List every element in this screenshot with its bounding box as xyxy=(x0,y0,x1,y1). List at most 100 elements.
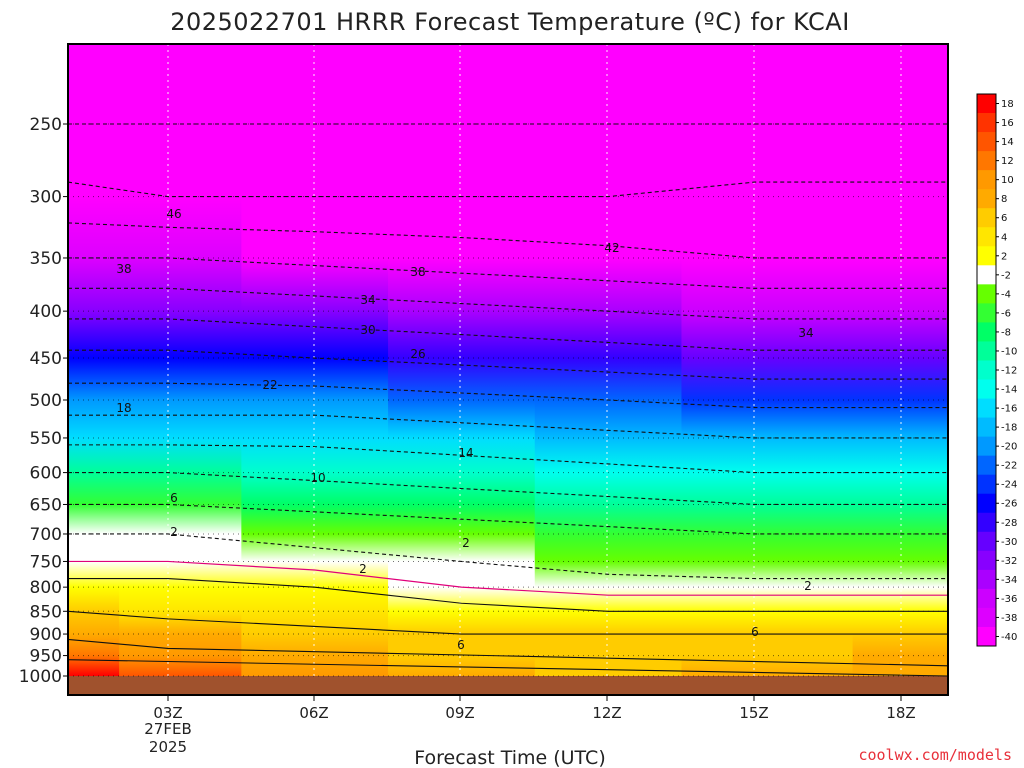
isotherm-contour xyxy=(68,533,948,580)
colorbar-swatch xyxy=(977,493,996,514)
colorbar-label: -2 xyxy=(1001,270,1011,281)
colorbar-label: 4 xyxy=(1001,232,1007,243)
colorbar-label: 10 xyxy=(1001,175,1014,186)
colorbar-label: 8 xyxy=(1001,194,1007,205)
isotherm-contour xyxy=(67,638,949,667)
y-tick-label: 500 xyxy=(30,391,62,411)
contour-lines xyxy=(67,123,949,677)
contour-label: 2 xyxy=(462,536,470,550)
colorbar-swatch xyxy=(977,379,996,399)
colorbar-label: -12 xyxy=(1001,366,1017,377)
isotherm-contour xyxy=(68,287,948,320)
isotherm-contour xyxy=(68,318,948,351)
x-date-line-2: 2025 xyxy=(149,738,187,756)
colorbar-label: 2 xyxy=(1001,251,1007,262)
colorbar-label: 14 xyxy=(1001,137,1014,148)
y-tick-label: 1000 xyxy=(19,667,62,687)
contour-label: 2 xyxy=(359,562,367,576)
y-tick-label: 900 xyxy=(30,625,62,645)
contour-label: 14 xyxy=(458,446,473,460)
y-tick-label: 450 xyxy=(30,349,62,369)
colorbar-swatch xyxy=(977,398,996,418)
y-tick-label: 550 xyxy=(30,429,62,449)
colorbar-swatch xyxy=(977,94,996,114)
plot-frame xyxy=(67,43,949,696)
colorbar-swatch xyxy=(977,436,996,457)
colorbar-label: -24 xyxy=(1001,480,1017,491)
colorbar-swatch xyxy=(977,341,996,361)
x-axis: 03Z 06Z 09Z 12Z 15Z 18Z xyxy=(153,695,916,722)
colorbar-label: -10 xyxy=(1001,346,1017,357)
colorbar-swatch xyxy=(977,569,996,590)
colorbar-label: 18 xyxy=(1001,99,1014,110)
contour-label: 46 xyxy=(166,207,181,221)
y-axis: 250 300 350 400 450 500 550 600 650 700 750 800 850 9… xyxy=(19,115,68,687)
contour-label: 22 xyxy=(262,378,277,392)
isotherm-contour xyxy=(68,349,948,380)
temperature-column xyxy=(852,44,949,676)
y-tick-label: 950 xyxy=(30,647,62,667)
colorbar-swatch xyxy=(977,626,996,647)
colorbar-label: -6 xyxy=(1001,308,1011,319)
colorbar-label: -26 xyxy=(1001,499,1017,510)
y-tick-label: 700 xyxy=(30,525,62,545)
contour-label: 42 xyxy=(604,241,619,255)
freezing-contour xyxy=(68,560,948,596)
temperature-column xyxy=(534,44,683,676)
colorbar-label: -38 xyxy=(1001,613,1017,624)
y-tick-label: 750 xyxy=(30,552,62,572)
temperature-column xyxy=(241,44,389,676)
colorbar-swatch xyxy=(977,208,996,228)
isotherm-contour xyxy=(68,257,948,289)
contour-label: 6 xyxy=(751,625,759,639)
isotherm-contour xyxy=(68,444,948,474)
y-tick-label: 350 xyxy=(30,249,62,269)
colorbar-label: -28 xyxy=(1001,518,1017,529)
contour-label: 6 xyxy=(457,638,465,652)
colorbar-label: -8 xyxy=(1001,327,1011,338)
colorbar-swatch xyxy=(977,151,996,171)
isotherm-contour xyxy=(67,659,949,677)
credit-text: coolwx.com/models xyxy=(858,746,1012,764)
colorbar-swatch xyxy=(977,607,996,628)
colorbar-swatch xyxy=(977,303,996,323)
contour-label: 10 xyxy=(310,471,325,485)
x-tick-label: 06Z xyxy=(299,704,328,722)
isotherm-contour xyxy=(68,382,948,409)
colorbar-swatch xyxy=(977,227,996,247)
x-tick-label: 18Z xyxy=(886,704,915,722)
colorbar-swatch xyxy=(977,113,996,133)
chart-title: 2025022701 HRRR Forecast Temperature (ºC… xyxy=(170,8,850,36)
y-tick-label: 850 xyxy=(30,602,62,622)
y-tick-label: 650 xyxy=(30,495,62,515)
isotherm-contour xyxy=(68,503,948,535)
temperature-column xyxy=(681,44,854,676)
contour-label: 34 xyxy=(798,326,813,340)
colorbar-label: -18 xyxy=(1001,423,1017,434)
colorbar-label: -4 xyxy=(1001,289,1011,300)
contour-label: 18 xyxy=(116,401,131,415)
x-tick-label: 15Z xyxy=(739,704,768,722)
contour-label: 2 xyxy=(170,525,178,539)
isotherm-contour xyxy=(68,472,948,506)
contour-label: 2 xyxy=(804,579,812,593)
colorbar-label: -14 xyxy=(1001,385,1017,396)
y-tick-label: 300 xyxy=(30,188,62,208)
colorbar-label: -34 xyxy=(1001,575,1017,586)
colorbar-label: -40 xyxy=(1001,632,1017,643)
isotherm-contour xyxy=(68,578,948,612)
colorbar-swatch xyxy=(977,246,996,266)
colorbar-swatch xyxy=(977,170,996,190)
colorbar-swatch xyxy=(977,322,996,342)
colorbar-swatch xyxy=(977,360,996,380)
colorbar-swatch xyxy=(977,512,996,533)
colorbar-label: -16 xyxy=(1001,404,1017,415)
colorbar-label: -20 xyxy=(1001,442,1017,453)
colorbar-label: -32 xyxy=(1001,556,1017,567)
colorbar-swatch xyxy=(977,284,996,304)
colorbar-swatch xyxy=(977,550,996,571)
isotherm-contour xyxy=(68,414,948,439)
grid xyxy=(68,44,948,677)
